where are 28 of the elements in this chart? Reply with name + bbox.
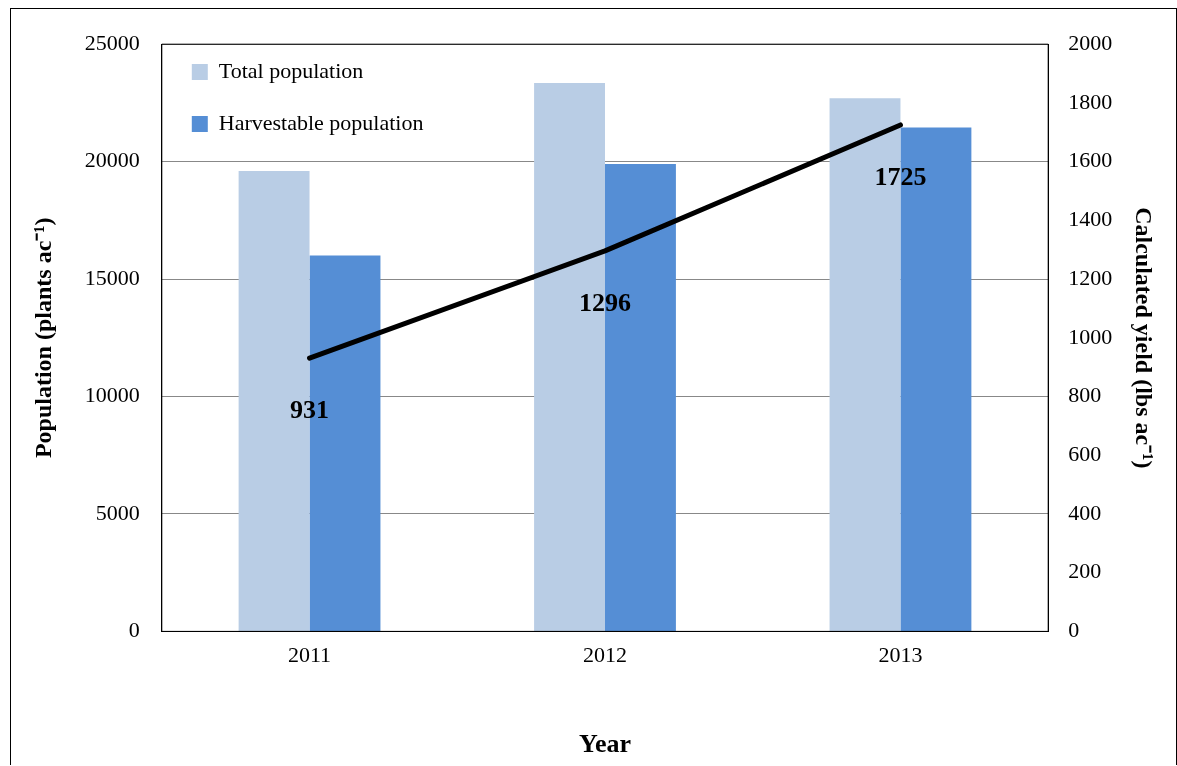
data-label: 1296 <box>579 287 631 317</box>
data-label: 931 <box>290 394 330 424</box>
y2-tick-label: 2000 <box>1068 29 1113 55</box>
y-tick-label: 20000 <box>84 147 140 173</box>
y-tick-label: 5000 <box>95 499 140 525</box>
y2-tick-label: 1400 <box>1068 206 1113 232</box>
legend-label: Harvestable population <box>218 109 424 135</box>
y2-tick-label: 600 <box>1068 441 1102 467</box>
y2-tick-label: 200 <box>1068 558 1102 584</box>
y-axis-title: Population (plants ac⁻¹) <box>29 217 56 459</box>
legend-label: Total population <box>218 57 364 83</box>
x-tick-label: 2011 <box>287 642 332 668</box>
y2-tick-label: 1800 <box>1068 88 1113 114</box>
x-tick-label: 2012 <box>583 642 627 668</box>
y-tick-label: 25000 <box>84 29 140 55</box>
y-tick-label: 0 <box>128 617 140 643</box>
y-tick-label: 10000 <box>84 382 140 408</box>
y2-tick-label: 1200 <box>1068 264 1113 290</box>
data-label: 1725 <box>874 161 927 191</box>
y-tick-label: 15000 <box>84 264 140 290</box>
y2-axis-title: Calculated yield (lbs ac⁻¹) <box>1131 207 1158 469</box>
y2-tick-label: 1600 <box>1068 147 1113 173</box>
y2-tick-label: 800 <box>1068 382 1102 408</box>
x-axis-title: Year <box>579 729 631 759</box>
y2-tick-label: 0 <box>1068 617 1080 643</box>
x-tick-label: 2013 <box>878 642 923 668</box>
y2-tick-label: 400 <box>1068 499 1102 525</box>
y2-tick-label: 1000 <box>1068 323 1113 349</box>
